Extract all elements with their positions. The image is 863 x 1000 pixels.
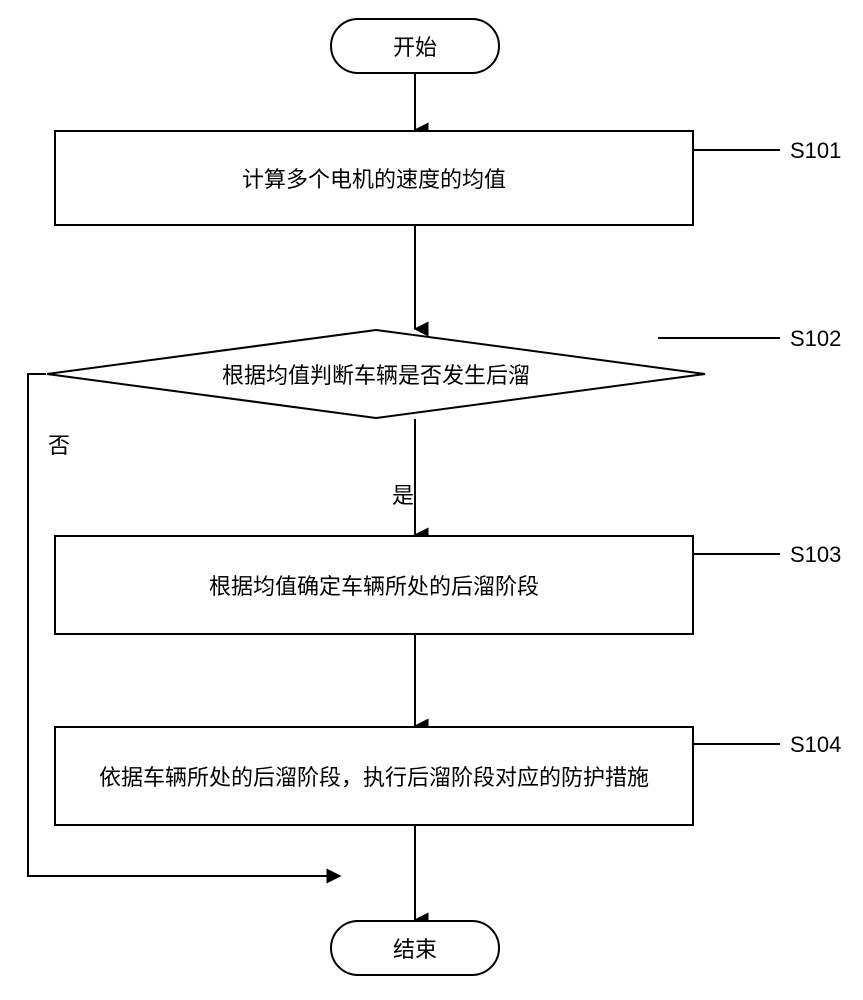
end-text: 结束 (393, 932, 437, 964)
s101-text: 计算多个电机的速度的均值 (242, 162, 506, 194)
s101-node: 计算多个电机的速度的均值 (54, 130, 694, 226)
s102-text: 根据均值判断车辆是否发生后溜 (222, 358, 530, 390)
step-label-s102: S102 (790, 326, 841, 352)
start-text: 开始 (393, 30, 437, 62)
step-label-s101: S101 (790, 138, 841, 164)
s104-node: 依据车辆所处的后溜阶段，执行后溜阶段对应的防护措施 (54, 726, 694, 826)
s102-node: 根据均值判断车辆是否发生后溜 (46, 329, 706, 419)
s103-node: 根据均值确定车辆所处的后溜阶段 (54, 535, 694, 635)
start-node: 开始 (330, 18, 500, 74)
step-label-s103: S103 (790, 542, 841, 568)
s104-text: 依据车辆所处的后溜阶段，执行后溜阶段对应的防护措施 (99, 760, 649, 792)
step-label-s104: S104 (790, 732, 841, 758)
branch-yes-label: 是 (392, 478, 414, 510)
branch-no-label: 否 (48, 428, 70, 460)
s103-text: 根据均值确定车辆所处的后溜阶段 (209, 569, 539, 601)
end-node: 结束 (330, 920, 500, 976)
